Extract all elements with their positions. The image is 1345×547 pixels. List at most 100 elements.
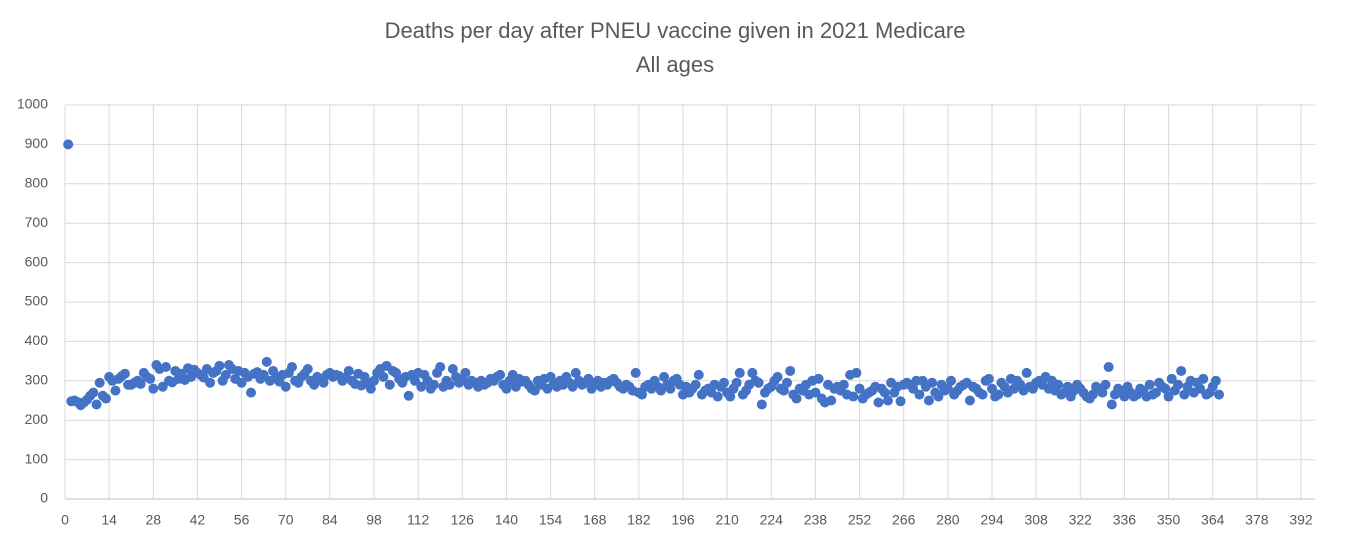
point [261, 356, 272, 367]
point [384, 379, 395, 390]
point [246, 387, 257, 398]
point [882, 395, 893, 406]
point [1087, 389, 1098, 400]
point [690, 379, 701, 390]
point [570, 367, 581, 378]
point [1176, 365, 1187, 376]
x-tick-label: 70 [278, 512, 294, 528]
point [444, 379, 455, 390]
point [895, 396, 906, 407]
x-tick-label: 378 [1245, 512, 1269, 528]
x-tick-label: 294 [980, 512, 1004, 528]
point [1097, 387, 1108, 398]
chart-subtitle: All ages [636, 52, 714, 77]
point [1160, 383, 1171, 394]
point [813, 373, 824, 384]
x-tick-label: 252 [848, 512, 872, 528]
point [220, 369, 231, 380]
point [1053, 379, 1064, 390]
point [718, 377, 729, 388]
x-tick-label: 266 [892, 512, 916, 528]
point [927, 377, 938, 388]
point [854, 383, 865, 394]
point [848, 391, 859, 402]
y-tick-label: 900 [25, 135, 49, 151]
point [110, 385, 121, 396]
point [731, 377, 742, 388]
point [693, 369, 704, 380]
point [772, 371, 783, 382]
y-tick-label: 800 [25, 175, 49, 191]
grid: 0 100 200 300 400 500 600 700 800 900 1000 0 14 28 42 5… [17, 96, 1315, 528]
point [495, 369, 506, 380]
point [782, 377, 793, 388]
x-tick-label: 112 [407, 512, 430, 528]
point [712, 391, 723, 402]
point [63, 139, 74, 150]
point [1021, 367, 1032, 378]
point [983, 373, 994, 384]
point [1198, 373, 1209, 384]
point [302, 363, 313, 374]
x-tick-label: 224 [760, 512, 784, 528]
point [1166, 373, 1177, 384]
x-tick-label: 308 [1024, 512, 1048, 528]
points [63, 139, 1225, 411]
point [838, 379, 849, 390]
point [567, 381, 578, 392]
point [665, 383, 676, 394]
point [100, 393, 111, 404]
point [1195, 383, 1206, 394]
point [205, 377, 216, 388]
x-tick-label: 0 [61, 512, 69, 528]
point [343, 365, 354, 376]
x-tick-label: 322 [1069, 512, 1093, 528]
point [851, 367, 862, 378]
x-tick-label: 98 [366, 512, 382, 528]
x-tick-label: 140 [495, 512, 519, 528]
point [428, 379, 439, 390]
point [501, 383, 512, 394]
x-tick-label: 280 [936, 512, 960, 528]
point [756, 399, 767, 410]
point [91, 399, 102, 410]
x-tick-label: 56 [234, 512, 250, 528]
point [791, 393, 802, 404]
point [460, 367, 471, 378]
point [879, 387, 890, 398]
point [447, 363, 458, 374]
point [409, 375, 420, 386]
point [1179, 389, 1190, 400]
point [1150, 387, 1161, 398]
y-tick-label: 500 [25, 293, 49, 309]
point [964, 395, 975, 406]
point [287, 362, 298, 373]
point [145, 373, 156, 384]
point [914, 389, 925, 400]
point [655, 385, 666, 396]
point [923, 395, 934, 406]
point [810, 387, 821, 398]
point [529, 385, 540, 396]
point [1103, 362, 1114, 373]
point [826, 395, 837, 406]
point [416, 381, 427, 392]
x-tick-label: 182 [627, 512, 651, 528]
x-tick-label: 196 [671, 512, 695, 528]
point [747, 367, 758, 378]
y-tick-label: 600 [25, 253, 49, 269]
point [378, 371, 389, 382]
point [1100, 379, 1111, 390]
y-tick-label: 400 [25, 332, 49, 348]
point [630, 367, 641, 378]
y-tick-label: 300 [25, 372, 49, 388]
x-tick-label: 364 [1201, 512, 1225, 528]
point [365, 383, 376, 394]
point [1106, 399, 1117, 410]
point [369, 375, 379, 386]
y-tick-label: 700 [25, 214, 49, 230]
point [88, 387, 99, 398]
point [318, 377, 329, 388]
x-tick-label: 210 [715, 512, 739, 528]
point [1163, 391, 1174, 402]
